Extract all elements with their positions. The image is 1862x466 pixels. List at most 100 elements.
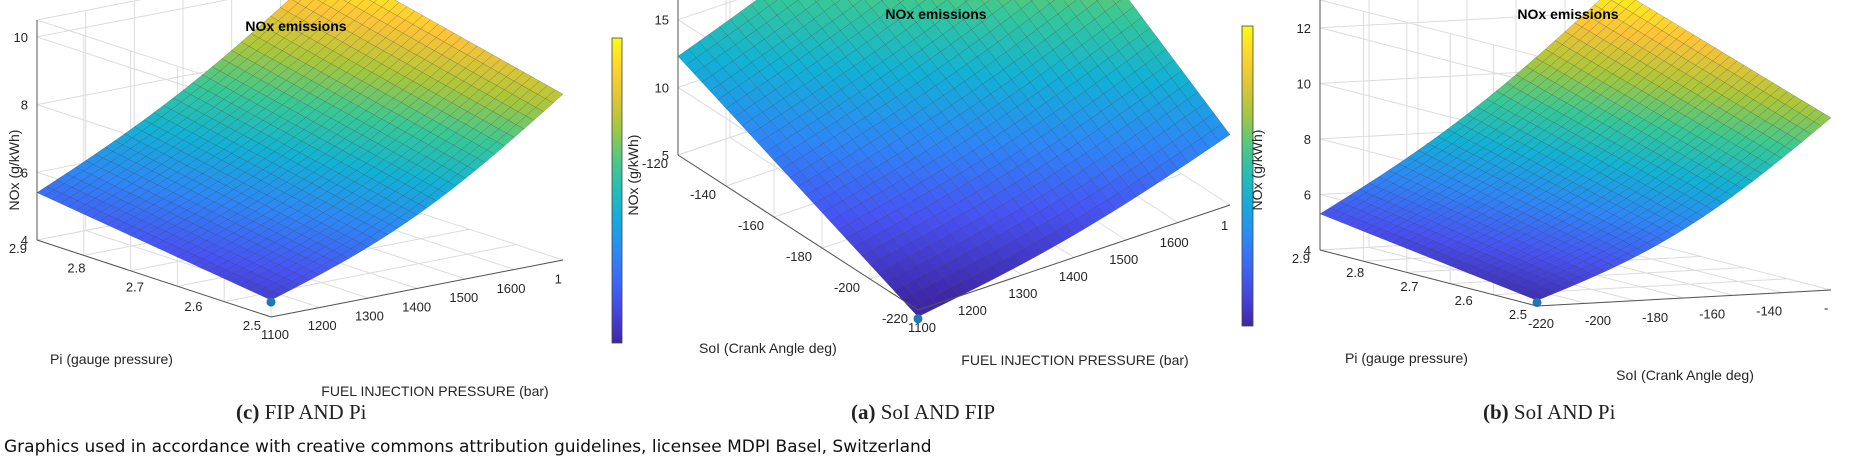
x-tick-label: -220 [1528, 316, 1554, 331]
y-tick-label: 2.8 [67, 260, 85, 275]
surface-cell [831, 0, 841, 5]
x-tick [1594, 303, 1597, 309]
x-tick [1651, 300, 1654, 306]
x-tick [271, 317, 274, 323]
y-tick [1314, 250, 1320, 252]
y-tick [768, 217, 774, 219]
x-tick-label: 1 [555, 272, 562, 287]
surface-cell [343, 0, 352, 3]
z-tick-label: 5 [662, 148, 669, 163]
surface-cell [292, 0, 302, 4]
surface-cell [317, 0, 327, 4]
y-tick-label: 2.6 [1455, 293, 1473, 308]
y-tick [148, 279, 154, 281]
y-tick [265, 317, 271, 319]
y-tick-label: -120 [642, 156, 668, 171]
z-tick-label: 6 [1304, 187, 1311, 202]
x-tick [1069, 259, 1072, 265]
y-axis-label: Pi (gauge pressure) [50, 351, 173, 367]
x-tick [413, 289, 416, 295]
y-axis-label: SoI (Crank Angle deg) [699, 340, 837, 356]
y-tick-label: 2.5 [1509, 307, 1527, 322]
x-tick [968, 293, 971, 299]
x-tick [1822, 290, 1825, 296]
x-axis-label: SoI (Crank Angle deg) [1616, 367, 1754, 383]
x-tick-label: 1200 [308, 318, 337, 333]
caption-panel-b: (b) SoI AND Pi [1483, 400, 1616, 424]
x-tick-label: 1 [1221, 218, 1228, 233]
x-tick [365, 299, 368, 305]
x-tick [1019, 276, 1022, 282]
x-tick-label: -160 [1699, 307, 1725, 322]
z-axis-label: NOx (g/kWh) [1249, 130, 1265, 211]
x-axis-line [917, 204, 1231, 311]
y-tick [31, 240, 37, 242]
z-tick-label: 8 [1304, 132, 1311, 147]
x-axis-label: FUEL INJECTION PRESSURE (bar) [321, 383, 548, 399]
attribution-footer: Graphics used in accordance with creativ… [4, 437, 932, 457]
colorbar [611, 37, 623, 344]
x-tick [460, 280, 463, 286]
y-tick [816, 248, 822, 250]
z-tick-label: 4 [21, 233, 28, 248]
chart-title: NOx emissions [245, 18, 346, 34]
surface-cell [914, 0, 926, 6]
surface-cell [1047, 0, 1055, 4]
y-tick [1368, 264, 1374, 266]
y-axis-line [36, 239, 272, 318]
x-tick-label: 1300 [1008, 286, 1037, 301]
x-axis-line [1536, 289, 1832, 307]
y-axis-label: Pi (gauge pressure) [1345, 350, 1468, 366]
x-tick [1708, 297, 1711, 303]
z-axis-label: NOx (g/kWh) [6, 130, 22, 211]
y-tick-label: -220 [882, 311, 908, 326]
x-tick-label: 1600 [497, 281, 526, 296]
surface-mesh [1319, 0, 1832, 301]
gridline [1319, 0, 1538, 57]
data-marker [1532, 297, 1542, 307]
x-tick-label: 1400 [1059, 269, 1088, 284]
x-tick-label: 1200 [958, 303, 987, 318]
y-tick [1477, 292, 1483, 294]
surface-cell [814, 0, 820, 3]
x-axis-line [270, 259, 564, 318]
z-tick-label: 12 [1297, 21, 1311, 36]
y-tick-label: 2.5 [243, 318, 261, 333]
z-tick-label: 6 [21, 165, 28, 180]
y-tick-label: 2.7 [1400, 279, 1418, 294]
y-axis-line [677, 154, 919, 311]
y-tick-label: 2.6 [184, 299, 202, 314]
surface-cell [1211, 123, 1231, 142]
x-tick-label: 1300 [355, 309, 384, 324]
z-tick-label: 4 [1304, 243, 1311, 258]
caption-panel-a: (a) SoI AND FIP [851, 400, 996, 424]
colorbar [1241, 25, 1254, 327]
x-tick-label: 1600 [1160, 235, 1189, 250]
x-tick-label: 1100 [908, 320, 936, 335]
x-tick-label: 1500 [449, 290, 478, 305]
y-tick [864, 279, 870, 281]
z-axis-label: NOx (g/kWh) [625, 135, 641, 216]
y-tick [720, 186, 726, 188]
data-marker [266, 297, 276, 307]
y-tick [672, 155, 678, 157]
chart-panel-b: 4 6 8 10 12 -220 -200 -180 -160 -140 - 2.5 2.6 2.7 2.8… [1249, 0, 1832, 383]
x-tick-label: -140 [1756, 304, 1782, 319]
z-tick-label: 10 [655, 80, 669, 95]
x-tick-label: 1400 [402, 299, 431, 314]
z-tick-label: 15 [655, 13, 669, 28]
x-tick-label: -180 [1642, 310, 1668, 325]
x-tick [1120, 242, 1123, 248]
y-tick-label: 2.9 [9, 241, 27, 256]
chart-title: NOx emissions [885, 6, 986, 22]
y-tick-label: 2.9 [1292, 251, 1310, 266]
x-tick [507, 271, 510, 277]
x-tick [1765, 294, 1768, 300]
gridline [1319, 27, 1538, 85]
y-tick-label: -140 [690, 187, 716, 202]
caption-panel-c: (c) FIP AND Pi [236, 400, 367, 424]
data-marker [913, 314, 923, 324]
x-tick-label: 1100 [261, 327, 289, 342]
y-tick-label: -180 [786, 249, 812, 264]
